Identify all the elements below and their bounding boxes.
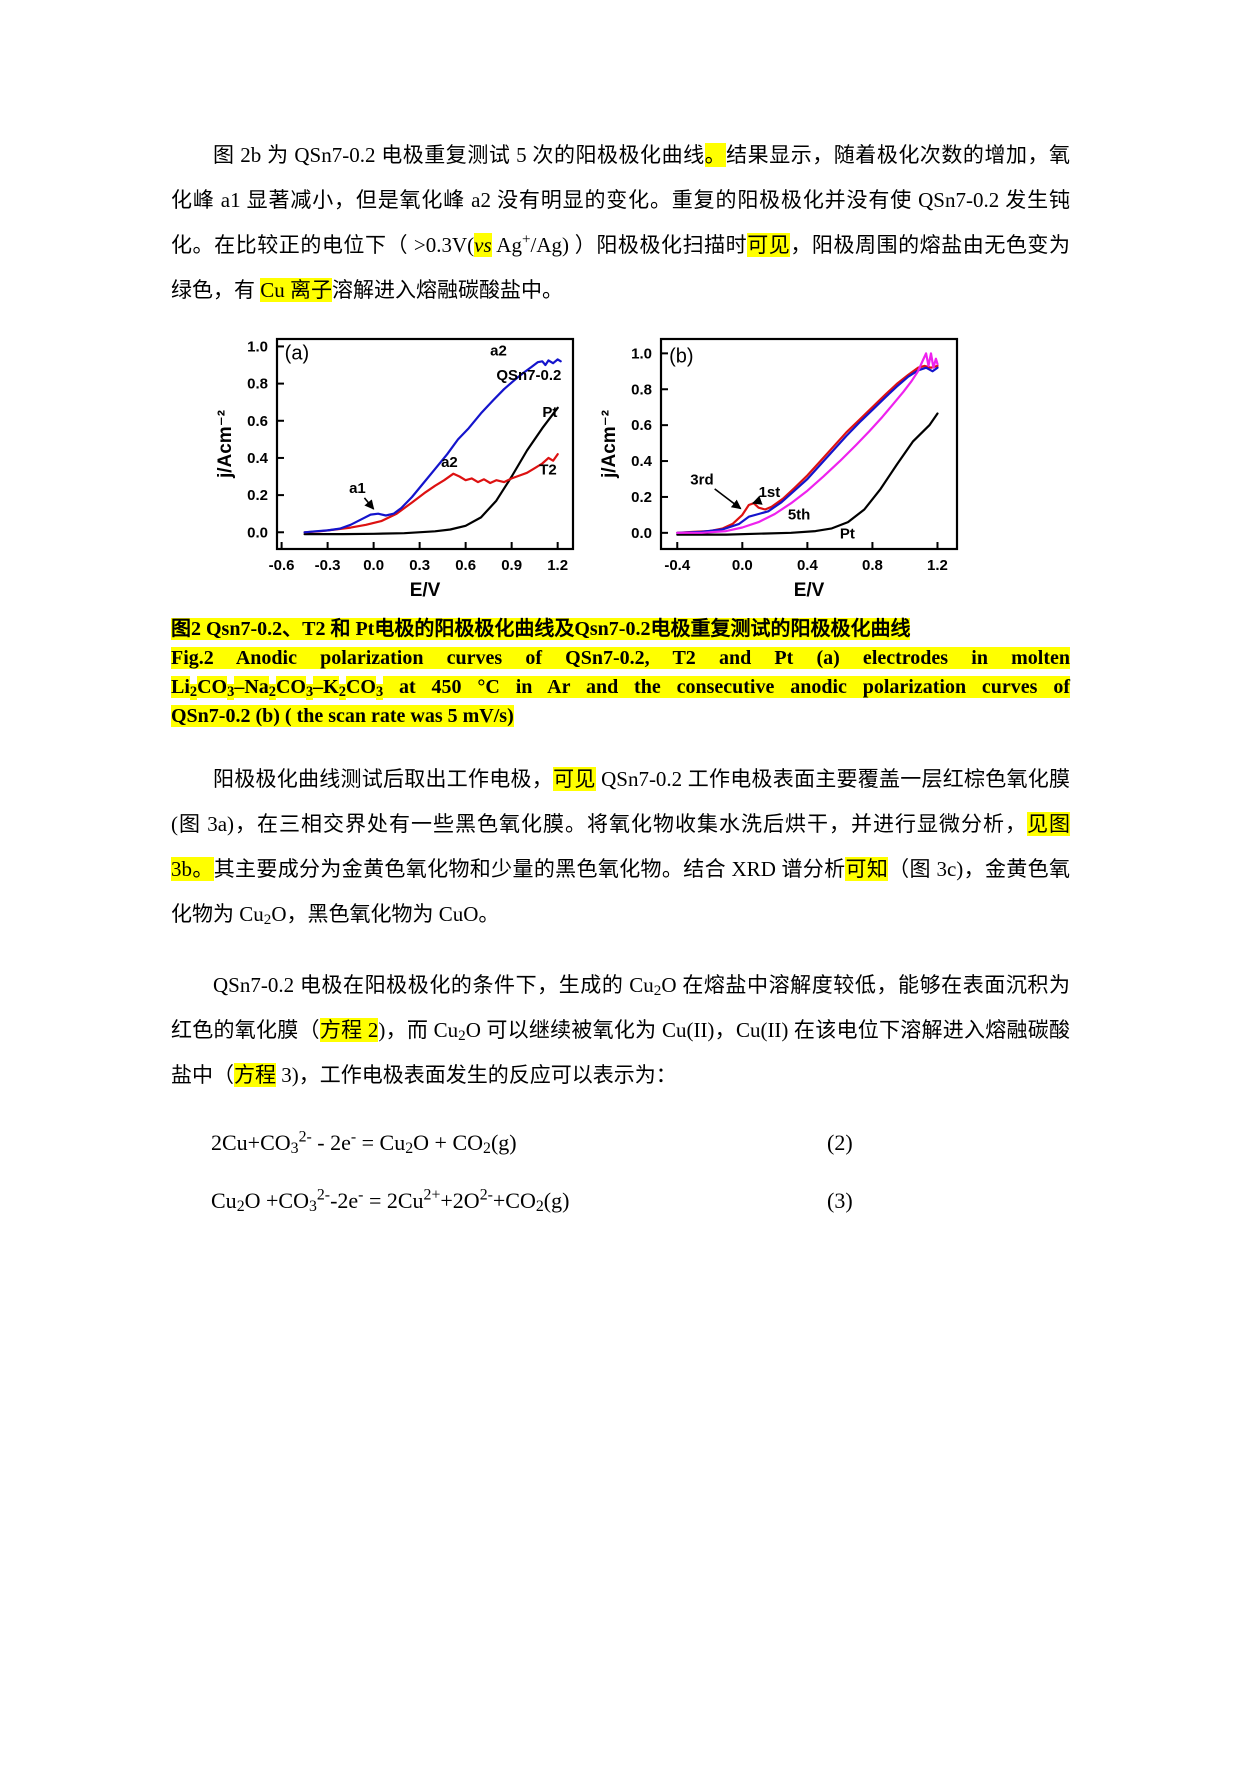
svg-text:Pt: Pt (542, 404, 557, 421)
chart-panel-b: -0.4 0.0 0.4 0.8 1.2 0.0 0.2 0.4 0.6 0.8 1.0 E/V j/A… (599, 337, 959, 601)
svg-text:Pt: Pt (840, 526, 855, 543)
equation-2-body: 2Cu+CO32- - 2e- = Cu2O + CO2(g) (211, 1128, 517, 1158)
svg-text:-0.6: -0.6 (269, 557, 295, 574)
svg-text:E/V: E/V (794, 580, 825, 601)
equation-3-number: (3) (827, 1188, 853, 1213)
svg-text:0.8: 0.8 (631, 381, 652, 398)
svg-text:0.3: 0.3 (409, 557, 430, 574)
equation-2: 2Cu+CO32- - 2e- = Cu2O + CO2(g) (2) (211, 1126, 1070, 1160)
svg-text:0.6: 0.6 (247, 413, 268, 430)
svg-text:1st: 1st (759, 484, 781, 501)
svg-text:T2: T2 (539, 462, 557, 479)
svg-text:a1: a1 (349, 480, 366, 497)
caption-line-english-3: QSn7-0.2 (b) ( the scan rate was 5 mV/s) (171, 705, 514, 727)
figure-2-caption: 图2 Qsn7-0.2、T2 和 Pt电极的阳极极化曲线及Qsn7-0.2电极重… (171, 615, 1070, 731)
svg-text:0.2: 0.2 (247, 487, 268, 504)
svg-text:5th: 5th (788, 506, 811, 523)
figure-2: -0.6 -0.3 0.0 0.3 0.6 0.9 1.2 0.0 0.2 0.4 0.6 0.8 1.… (171, 329, 1070, 731)
caption-line-english-2: Li2CO3–Na2CO3–K2CO3 at 450 °C in Ar and … (171, 676, 1070, 700)
caption-line-chinese: 图2 Qsn7-0.2、T2 和 Pt电极的阳极极化曲线及Qsn7-0.2电极重… (171, 618, 911, 640)
svg-text:E/V: E/V (410, 580, 441, 601)
svg-text:QSn7-0.2: QSn7-0.2 (496, 367, 561, 384)
svg-text:0.4: 0.4 (247, 450, 269, 467)
svg-text:0.2: 0.2 (631, 489, 652, 506)
svg-text:1.0: 1.0 (631, 345, 652, 362)
equations-block: 2Cu+CO32- - 2e- = Cu2O + CO2(g) (2) Cu2O… (171, 1126, 1070, 1218)
svg-text:0.8: 0.8 (862, 557, 883, 574)
paragraph-3: QSn7-0.2 电极在阳极极化的条件下，生成的 Cu2O 在熔盐中溶解度较低，… (171, 973, 1071, 1087)
paragraph-1: 图 2b 为 QSn7-0.2 电极重复测试 5 次的阳极极化曲线。结果显示，随… (171, 143, 1071, 302)
equation-2-number: (2) (827, 1130, 853, 1155)
svg-text:0.4: 0.4 (797, 557, 819, 574)
svg-text:-0.3: -0.3 (315, 557, 341, 574)
svg-text:0.6: 0.6 (631, 417, 652, 434)
svg-text:j/Acm⁻²: j/Acm⁻² (599, 410, 620, 479)
caption-line-english-1: Fig.2 Anodic polarization curves of QSn7… (171, 647, 1070, 669)
svg-text:-0.4: -0.4 (664, 557, 691, 574)
svg-text:0.8: 0.8 (247, 376, 268, 393)
paragraph-2: 阳极极化曲线测试后取出工作电极，可见 QSn7-0.2 工作电极表面主要覆盖一层… (171, 767, 1071, 929)
svg-text:0.0: 0.0 (732, 557, 753, 574)
equation-3: Cu2O +CO32--2e- = 2Cu2++2O2-+CO2(g) (3) (211, 1184, 1070, 1218)
svg-text:0.0: 0.0 (363, 557, 384, 574)
equation-3-body: Cu2O +CO32--2e- = 2Cu2++2O2-+CO2(g) (211, 1186, 570, 1216)
chart-panel-a: -0.6 -0.3 0.0 0.3 0.6 0.9 1.2 0.0 0.2 0.4 0.6 0.8 1.… (215, 337, 575, 601)
svg-text:a2: a2 (441, 454, 458, 471)
svg-text:0.6: 0.6 (455, 557, 476, 574)
svg-text:1.2: 1.2 (927, 557, 948, 574)
svg-text:(b): (b) (669, 345, 693, 367)
svg-text:0.0: 0.0 (631, 525, 652, 542)
svg-text:(a): (a) (285, 342, 309, 364)
figure-2-panels: -0.6 -0.3 0.0 0.3 0.6 0.9 1.2 0.0 0.2 0.4 0.6 0.8 1.… (215, 329, 1070, 605)
svg-text:1.2: 1.2 (547, 557, 568, 574)
svg-text:j/Acm⁻²: j/Acm⁻² (215, 410, 236, 479)
svg-text:1.0: 1.0 (247, 338, 268, 355)
svg-text:0.9: 0.9 (501, 557, 522, 574)
svg-text:3rd: 3rd (690, 471, 713, 488)
svg-text:a2: a2 (490, 343, 507, 360)
svg-text:0.4: 0.4 (631, 453, 653, 470)
svg-text:0.0: 0.0 (247, 524, 268, 541)
